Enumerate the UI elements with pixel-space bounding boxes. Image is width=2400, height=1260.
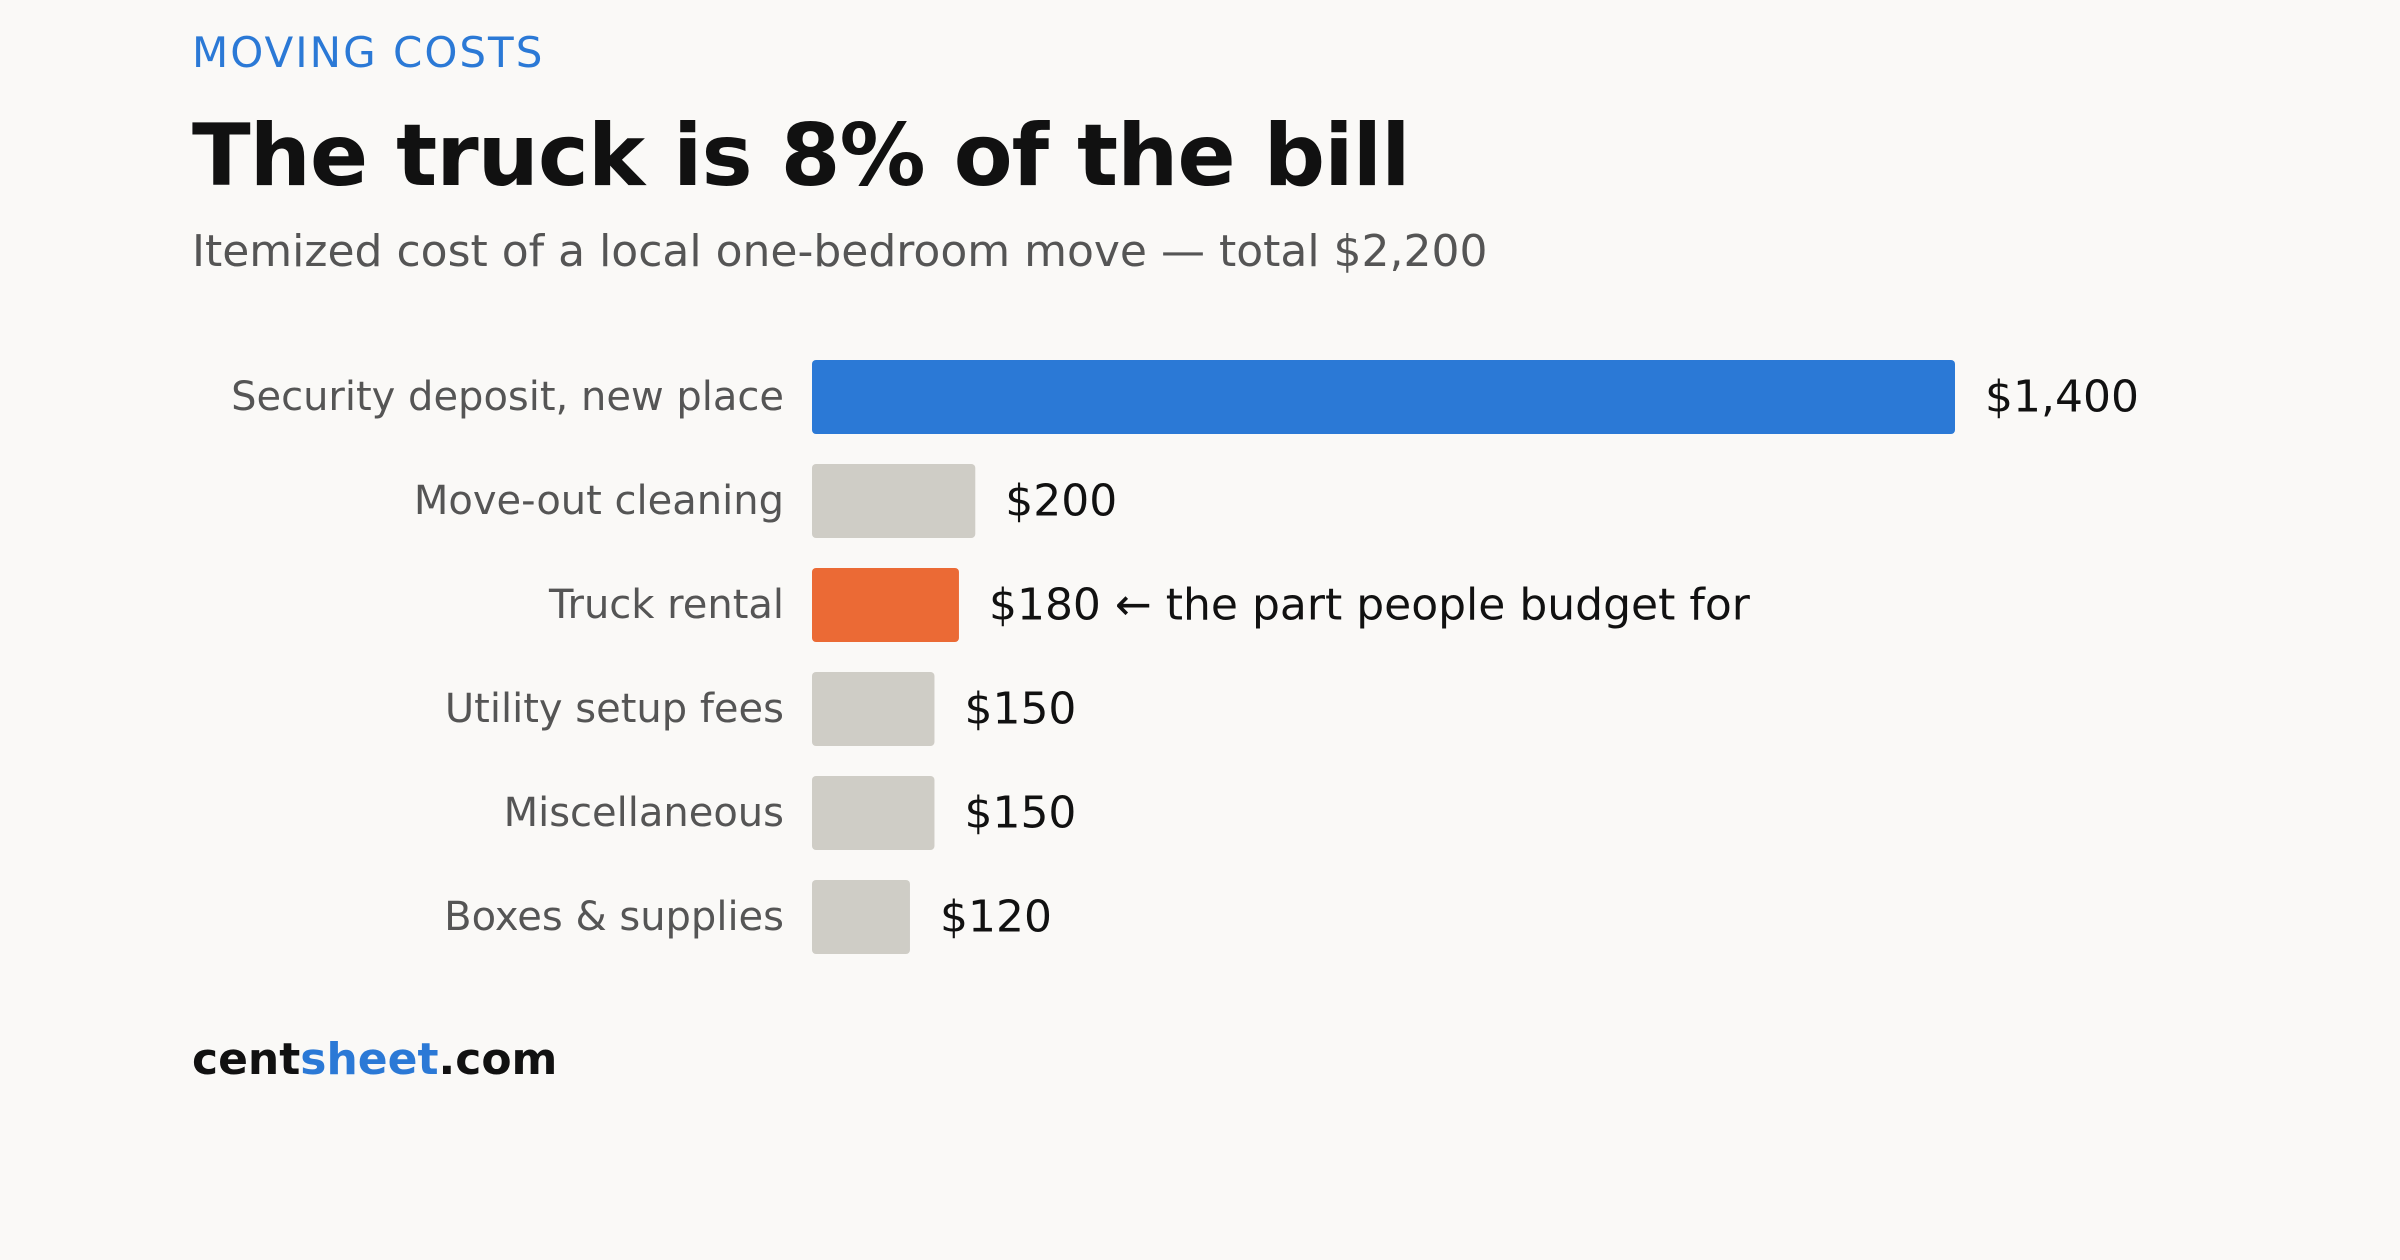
category-label: Miscellaneous bbox=[504, 790, 784, 836]
category-label: Utility setup fees bbox=[445, 686, 784, 732]
bar bbox=[812, 880, 910, 954]
chart-title: The truck is 8% of the bill bbox=[192, 106, 1411, 206]
chart-subtitle: Itemized cost of a local one-bedroom mov… bbox=[192, 226, 1488, 277]
brand-text-cent: cent bbox=[192, 1034, 301, 1085]
brand-text-sheet: sheet bbox=[300, 1034, 439, 1085]
bar bbox=[812, 360, 1955, 434]
category-label: Move-out cleaning bbox=[414, 478, 784, 524]
value-label: $1,400 bbox=[1985, 372, 2139, 423]
value-label: $150 bbox=[964, 684, 1076, 735]
value-label: $180 bbox=[989, 580, 1101, 631]
bar bbox=[812, 776, 935, 850]
value-label: $120 bbox=[940, 892, 1052, 943]
bar bbox=[812, 568, 959, 642]
eyebrow-label: MOVING COSTS bbox=[192, 28, 545, 77]
bar bbox=[812, 464, 976, 538]
value-label: $200 bbox=[1005, 476, 1117, 527]
category-label: Truck rental bbox=[548, 582, 784, 628]
category-label: Boxes & supplies bbox=[444, 894, 784, 940]
brand-text-domain: .com bbox=[438, 1034, 558, 1085]
bar bbox=[812, 672, 935, 746]
annotation-label: ← the part people budget for bbox=[1115, 580, 1751, 631]
category-label: Security deposit, new place bbox=[231, 374, 784, 420]
value-label: $150 bbox=[964, 788, 1076, 839]
brand-logo: centsheet.com bbox=[192, 1030, 557, 1090]
